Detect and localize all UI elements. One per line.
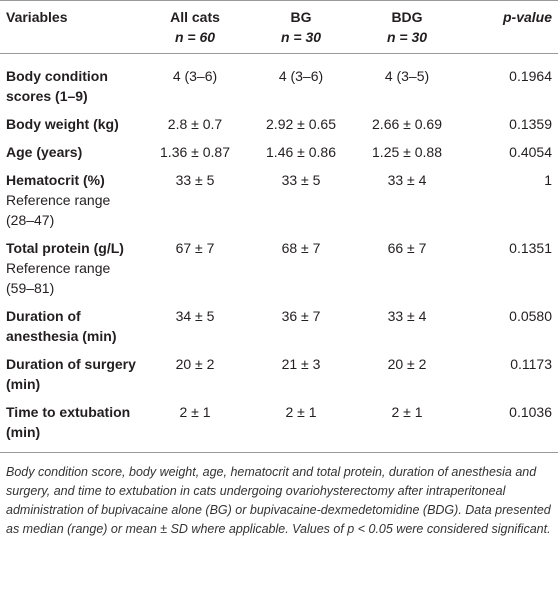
row-label-cell: Duration of surgery (min) bbox=[0, 350, 142, 398]
table-header: Variables All cats n = 60 BG n = 30 BDG n = 30… bbox=[0, 0, 558, 54]
table-cell: 0.1036 bbox=[509, 404, 552, 420]
table-cell: 33 ± 5 bbox=[175, 172, 215, 188]
table-cell: 68 ± 7 bbox=[281, 240, 321, 256]
table-cell: 2 ± 1 bbox=[391, 404, 423, 420]
table-cell: 0.1173 bbox=[510, 356, 552, 372]
table-cell: 2.66 ± 0.69 bbox=[372, 116, 442, 132]
row-label: Hematocrit (%) bbox=[6, 172, 105, 188]
table-row: Age (years) 1.36 ± 0.87 1.46 ± 0.86 1.25 ± … bbox=[0, 138, 558, 166]
row-label-cell: Body condition scores (1–9) bbox=[0, 54, 142, 111]
header-sub: n = 30 bbox=[280, 29, 322, 45]
table-cell: 2.92 ± 0.65 bbox=[266, 116, 336, 132]
header-text: All cats bbox=[170, 9, 220, 25]
row-sublabel: Reference range (59–81) bbox=[6, 260, 111, 296]
header-cell: BG n = 30 bbox=[248, 1, 354, 54]
header-sub: n = 60 bbox=[174, 29, 216, 45]
row-label-cell: Duration of anesthesia (min) bbox=[0, 302, 142, 350]
table-cell: 0.1351 bbox=[509, 240, 552, 256]
table-cell: 0.0580 bbox=[509, 308, 552, 324]
table-cell: 34 ± 5 bbox=[175, 308, 215, 324]
header-text: BDG bbox=[391, 9, 423, 25]
row-label: Total protein (g/L) bbox=[6, 240, 124, 256]
table-cell: 0.1964 bbox=[509, 68, 552, 84]
table-cell: 33 ± 4 bbox=[387, 172, 427, 188]
header-cell: p-value bbox=[460, 1, 558, 54]
row-label-cell: Time to extubation (min) bbox=[0, 398, 142, 453]
table-row: Body condition scores (1–9) 4 (3–6) 4 (3–6… bbox=[0, 54, 558, 111]
row-label-cell: Age (years) bbox=[0, 138, 142, 166]
header-cell: All cats n = 60 bbox=[142, 1, 248, 54]
table-cell: 67 ± 7 bbox=[175, 240, 215, 256]
table-row: Body weight (kg) 2.8 ± 0.7 2.92 ± 0.65 2.66… bbox=[0, 110, 558, 138]
row-label: Time to extubation (min) bbox=[6, 404, 131, 440]
header-text: BG bbox=[290, 9, 312, 25]
table-cell: 1.36 ± 0.87 bbox=[160, 144, 230, 160]
row-sublabel: Reference range (28–47) bbox=[6, 192, 111, 228]
row-label-cell: Total protein (g/L) Reference range (59–8… bbox=[0, 234, 142, 302]
header-cell: BDG n = 30 bbox=[354, 1, 460, 54]
table-cell: 4 (3–5) bbox=[384, 68, 430, 84]
header-text: p-value bbox=[502, 9, 552, 25]
header-cell: Variables bbox=[0, 1, 142, 54]
table-cell: 20 ± 2 bbox=[175, 356, 215, 372]
table-cell: 1.25 ± 0.88 bbox=[372, 144, 442, 160]
header-row: Variables All cats n = 60 BG n = 30 BDG n = 30… bbox=[0, 0, 558, 54]
table-cell: 2 ± 1 bbox=[285, 404, 317, 420]
table-row: Duration of surgery (min) 20 ± 2 21 ± 3 20 … bbox=[0, 350, 558, 398]
table-row: Time to extubation (min) 2 ± 1 2 ± 1 2 ± 1 0… bbox=[0, 398, 558, 453]
table-cell: 4 (3–6) bbox=[278, 68, 324, 84]
table-cell: 1.46 ± 0.86 bbox=[266, 144, 336, 160]
table-cell: 4 (3–6) bbox=[172, 68, 218, 84]
table-cell: 20 ± 2 bbox=[387, 356, 427, 372]
table-cell: 0.4054 bbox=[509, 144, 552, 160]
row-label-cell: Hematocrit (%) Reference range (28–47) bbox=[0, 166, 142, 234]
table-cell: 66 ± 7 bbox=[387, 240, 427, 256]
table-cell: 0.1359 bbox=[509, 116, 552, 132]
row-label: Duration of anesthesia (min) bbox=[6, 308, 117, 344]
row-label: Body condition scores (1–9) bbox=[6, 68, 108, 104]
caption: Body condition score, body weight, age, … bbox=[6, 465, 551, 536]
row-label: Age (years) bbox=[6, 144, 83, 160]
table-cell: 33 ± 5 bbox=[281, 172, 321, 188]
table-cell: 1 bbox=[544, 172, 552, 188]
table-cell: 36 ± 7 bbox=[281, 308, 321, 324]
table-row: Hematocrit (%) Reference range (28–47) 33 … bbox=[0, 166, 558, 234]
table-cell: 21 ± 3 bbox=[281, 356, 321, 372]
row-label: Body weight (kg) bbox=[6, 116, 119, 132]
row-label: Duration of surgery (min) bbox=[6, 356, 136, 392]
row-label-cell: Body weight (kg) bbox=[0, 110, 142, 138]
header-sub: n = 30 bbox=[386, 29, 428, 45]
data-table: Variables All cats n = 60 BG n = 30 BDG n = 30… bbox=[0, 0, 558, 453]
header-text: Variables bbox=[6, 9, 68, 25]
table-row: Total protein (g/L) Reference range (59–8… bbox=[0, 234, 558, 302]
table-cell: 2.8 ± 0.7 bbox=[167, 116, 223, 132]
table-row: Duration of anesthesia (min) 34 ± 5 36 ± 7… bbox=[0, 302, 558, 350]
table-body: Body condition scores (1–9) 4 (3–6) 4 (3–6… bbox=[0, 54, 558, 453]
table-cell: 33 ± 4 bbox=[387, 308, 427, 324]
table-figure: Variables All cats n = 60 BG n = 30 BDG n = 30… bbox=[0, 0, 558, 536]
table-cell: 2 ± 1 bbox=[179, 404, 211, 420]
